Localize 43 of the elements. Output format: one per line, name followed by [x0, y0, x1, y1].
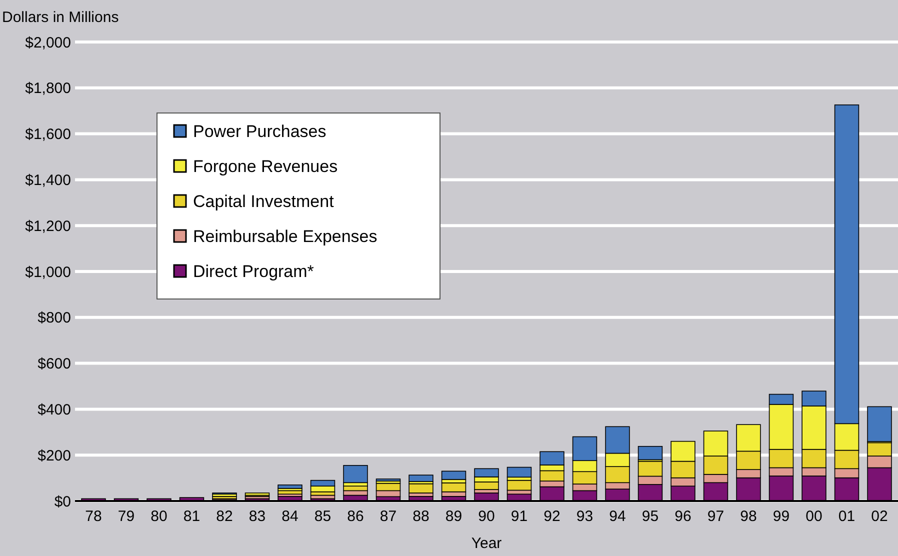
x-tick-label: 00: [806, 508, 822, 525]
legend-label: Reimbursable Expenses: [193, 226, 378, 246]
x-tick-label: 91: [510, 508, 528, 525]
x-axis-title: Year: [471, 535, 502, 552]
y-tick-label: $600: [38, 356, 71, 373]
x-tick-label: 93: [576, 508, 594, 525]
y-tick-label: $400: [38, 401, 71, 418]
x-tick-label: 89: [445, 508, 462, 525]
y-tick-label: $0: [54, 493, 71, 510]
x-tick-label: 87: [380, 508, 397, 525]
y-tick-label: $2,000: [25, 34, 71, 52]
x-tick-label: 90: [478, 508, 495, 525]
legend-label: Direct Program*: [193, 262, 314, 281]
y-tick-label: $1,400: [25, 172, 71, 189]
x-tick-label: 97: [707, 508, 724, 525]
x-tick-label: 78: [85, 508, 102, 525]
x-tick-label: 83: [248, 508, 266, 525]
x-tick-label: 86: [347, 508, 364, 525]
x-tick-label: 92: [544, 508, 560, 525]
x-tick-label: 02: [871, 508, 888, 525]
y-tick-label: $1,200: [25, 218, 71, 235]
x-tick-label: 79: [118, 508, 135, 525]
x-tick-label: 94: [609, 508, 626, 525]
x-tick-label: 81: [183, 508, 200, 525]
x-tick-label: 88: [412, 508, 430, 525]
x-tick-label: 84: [282, 508, 298, 525]
x-tick-label: 82: [216, 508, 233, 525]
x-tick-label: 01: [838, 508, 856, 525]
legend-label: Power Purchases: [193, 122, 326, 141]
x-tick-label: 98: [740, 508, 757, 525]
legend-label: Forgone Revenues: [193, 156, 338, 176]
x-tick-label: 80: [150, 508, 168, 525]
y-axis-title: Dollars in Millions: [2, 9, 119, 26]
x-tick-label: 95: [642, 508, 659, 525]
y-tick-label: $1,600: [25, 126, 71, 144]
y-tick-label: $1,000: [25, 264, 71, 281]
y-tick-label: $200: [38, 447, 71, 464]
x-tick-label: 85: [314, 508, 332, 525]
x-tick-label: 96: [674, 508, 692, 525]
y-tick-label: $1,800: [25, 80, 71, 98]
legend-label: Capital Investment: [193, 192, 334, 211]
y-tick-label: $800: [38, 310, 71, 327]
x-tick-label: 99: [772, 508, 790, 525]
